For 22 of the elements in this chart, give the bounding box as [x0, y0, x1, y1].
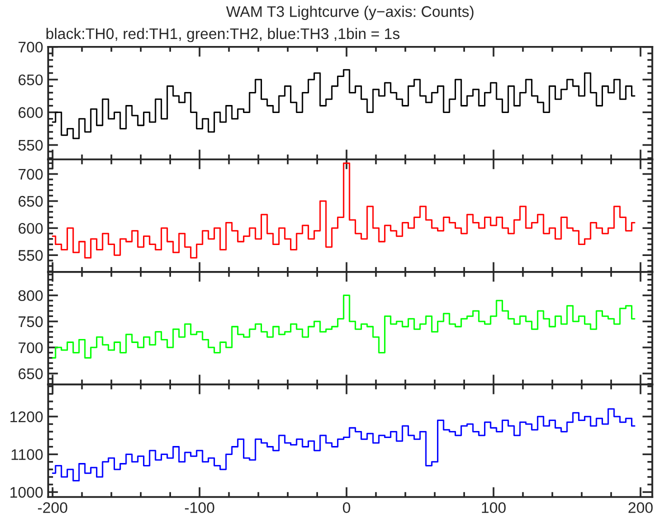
chart-subtitle: black:TH0, red:TH1, green:TH2, blue:TH3 ,1bin = 1s [46, 28, 400, 42]
y-tick-label: 1200 [10, 411, 43, 422]
y-tick-label: 700 [18, 42, 43, 53]
y-tick-label: 550 [18, 250, 43, 261]
y-tick-label: 600 [18, 107, 43, 118]
y-tick-label: 650 [18, 74, 43, 86]
y-tick-label: 700 [18, 168, 43, 180]
x-tick-label: 100 [482, 502, 506, 514]
y-tick-label: 750 [18, 316, 43, 328]
x-tick-label: -200 [38, 502, 68, 514]
y-tick-label: 1000 [10, 486, 43, 498]
y-tick-label: 550 [18, 140, 43, 151]
x-tick-label: -100 [184, 502, 214, 514]
y-tick-label: 700 [18, 342, 43, 354]
y-tick-label: 600 [18, 222, 43, 234]
y-tick-label: 650 [18, 368, 43, 380]
y-tick-label: 650 [18, 196, 43, 207]
y-tick-label: 1100 [12, 449, 43, 460]
x-tick-label: 200 [628, 502, 653, 514]
x-tick-label: 0 [342, 502, 350, 514]
chart-title: WAM T3 Lightcurve (y−axis: Counts) [226, 6, 474, 20]
y-tick-label: 800 [18, 290, 43, 302]
